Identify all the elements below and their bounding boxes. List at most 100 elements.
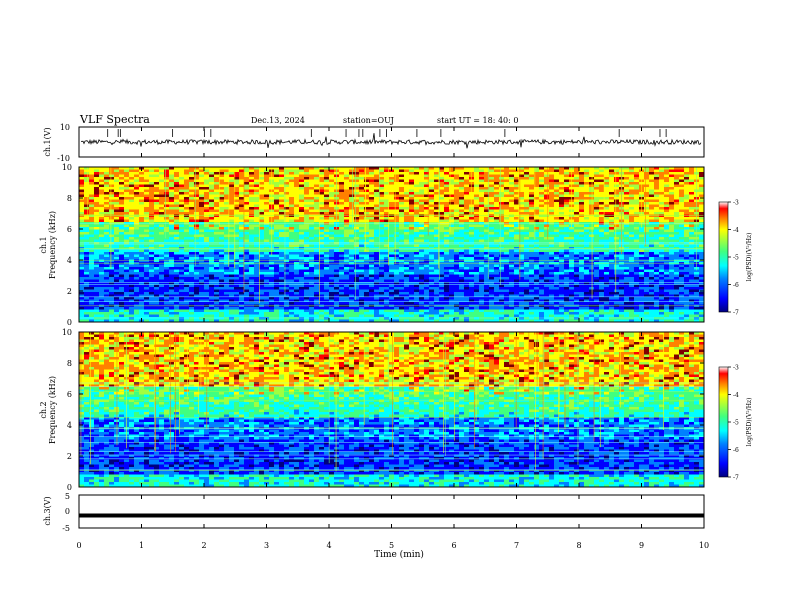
heatmap-cell xyxy=(89,174,95,178)
heatmap-cell xyxy=(194,234,200,238)
heatmap-cell xyxy=(504,179,510,183)
heatmap-cell xyxy=(599,169,605,173)
heatmap-cell xyxy=(199,184,205,188)
heatmap-cell xyxy=(344,237,350,240)
heatmap-cell xyxy=(169,227,175,230)
heatmap-cell xyxy=(699,207,705,210)
heatmap-cell xyxy=(99,242,105,245)
heatmap-cell xyxy=(339,242,345,245)
heatmap-cell xyxy=(499,232,505,235)
heatmap-cell xyxy=(469,204,475,208)
heatmap-cell xyxy=(94,249,100,253)
heatmap-cell xyxy=(379,177,385,180)
heatmap-cell xyxy=(584,214,590,218)
heatmap-cell xyxy=(309,224,315,228)
heatmap-cell xyxy=(599,219,605,223)
heatmap-cell xyxy=(149,202,155,205)
heatmap-cell xyxy=(514,182,520,185)
heatmap-cell xyxy=(659,232,665,235)
heatmap-cell xyxy=(94,219,100,223)
heatmap-cell xyxy=(189,204,195,208)
heatmap-cell xyxy=(564,187,570,190)
heatmap-cell xyxy=(124,257,130,260)
heatmap-cell xyxy=(599,242,605,245)
heatmap-cell xyxy=(694,192,700,195)
heatmap-cell xyxy=(374,234,380,238)
heatmap-cell xyxy=(484,204,490,208)
heatmap-cell xyxy=(494,182,500,185)
heatmap-cell xyxy=(209,182,215,185)
heatmap-cell xyxy=(589,189,595,193)
heatmap-cell xyxy=(194,204,200,208)
heatmap-cell xyxy=(129,239,135,243)
heatmap-cell xyxy=(234,184,240,188)
heatmap-cell xyxy=(319,212,325,215)
heatmap-cell xyxy=(419,209,425,213)
heatmap-cell xyxy=(599,252,605,255)
heatmap-cell xyxy=(134,192,140,195)
heatmap-cell xyxy=(189,264,195,268)
heatmap-cell xyxy=(79,172,85,175)
heatmap-cell xyxy=(439,192,445,195)
heatmap-cell xyxy=(149,217,155,220)
heatmap-cell xyxy=(414,197,420,200)
heatmap-cell xyxy=(684,172,690,175)
heatmap-cell xyxy=(489,249,495,253)
heatmap-cell xyxy=(434,204,440,208)
heatmap-cell xyxy=(434,242,440,245)
heatmap-cell xyxy=(539,257,545,260)
heatmap-cell xyxy=(99,237,105,240)
heatmap-cell xyxy=(84,194,90,198)
heatmap-cell xyxy=(684,217,690,220)
heatmap-cell xyxy=(134,224,140,228)
heatmap-cell xyxy=(264,227,270,230)
heatmap-cell xyxy=(164,229,170,233)
heatmap-cell xyxy=(429,257,435,260)
heatmap-cell xyxy=(379,212,385,215)
heatmap-cell xyxy=(314,209,320,213)
heatmap-cell xyxy=(304,244,310,248)
heatmap-cell xyxy=(239,227,245,230)
heatmap-cell xyxy=(264,209,270,213)
heatmap-cell xyxy=(629,212,635,215)
heatmap-cell xyxy=(539,197,545,200)
heatmap-cell xyxy=(414,234,420,238)
heatmap-cell xyxy=(234,244,240,248)
heatmap-cell xyxy=(164,177,170,180)
heatmap-cell xyxy=(534,187,540,190)
heatmap-cell xyxy=(84,199,90,203)
heatmap-cell xyxy=(239,172,245,175)
heatmap-cell xyxy=(79,237,85,240)
heatmap-cell xyxy=(394,167,400,170)
heatmap-cell xyxy=(94,227,100,230)
heatmap-cell xyxy=(224,227,230,230)
heatmap-cell xyxy=(444,257,450,260)
heatmap-cell xyxy=(639,244,645,248)
heatmap-cell xyxy=(604,167,610,170)
heatmap-cell xyxy=(134,199,140,203)
heatmap-cell xyxy=(679,187,685,190)
heatmap-cell xyxy=(79,177,85,180)
heatmap-cell xyxy=(504,224,510,228)
heatmap-cell xyxy=(554,182,560,185)
heatmap-cell xyxy=(234,174,240,178)
heatmap-cell xyxy=(264,192,270,195)
heatmap-cell xyxy=(469,219,475,223)
heatmap-cell xyxy=(184,232,190,235)
heatmap-cell xyxy=(249,199,255,203)
heatmap-cell xyxy=(319,229,325,233)
heatmap-cell xyxy=(99,182,105,185)
heatmap-cell xyxy=(624,227,630,230)
heatmap-cell xyxy=(529,179,535,183)
heatmap-cell xyxy=(444,187,450,190)
heatmap-cell xyxy=(494,234,500,238)
heatmap-cell xyxy=(484,224,490,228)
heatmap-cell xyxy=(484,192,490,195)
heatmap-cell xyxy=(604,199,610,203)
heatmap-cell xyxy=(399,199,405,203)
heatmap-cell xyxy=(439,219,445,223)
heatmap-cell xyxy=(174,232,180,235)
heatmap-cell xyxy=(629,242,635,245)
heatmap-cell xyxy=(374,252,380,255)
heatmap-cell xyxy=(634,234,640,238)
